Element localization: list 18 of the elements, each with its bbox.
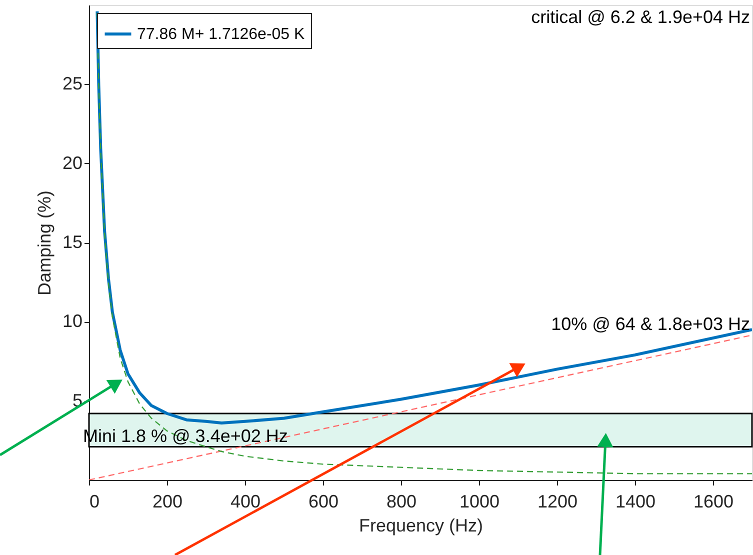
annotation: 10% @ 64 & 1.8e+03 Hz	[551, 314, 750, 334]
x-tick-label: 1600	[693, 492, 734, 512]
y-tick-label: 10	[62, 311, 82, 332]
x-tick-label: 600	[308, 492, 339, 512]
x-axis-title: Frequency (Hz)	[358, 516, 484, 536]
legend-label: 77.86 M+ 1.7126e-05 K	[137, 26, 306, 43]
x-tick-label: 200	[152, 492, 183, 512]
x-tick-label: 400	[230, 492, 261, 512]
y-tick-label: 15	[62, 232, 82, 252]
x-tick-label: 800	[386, 492, 417, 512]
annotation: critical @ 6.2 & 1.9e+04 Hz	[531, 7, 750, 27]
y-tick-label: 25	[62, 74, 82, 94]
x-tick-label: 0	[90, 492, 100, 512]
y-axis-title: Damping (%)	[34, 190, 54, 296]
x-tick-label: 1400	[615, 492, 656, 512]
y-tick-label: 20	[62, 152, 82, 173]
x-tick-label: 1000	[459, 492, 500, 512]
x-tick-label: 1200	[537, 492, 578, 512]
